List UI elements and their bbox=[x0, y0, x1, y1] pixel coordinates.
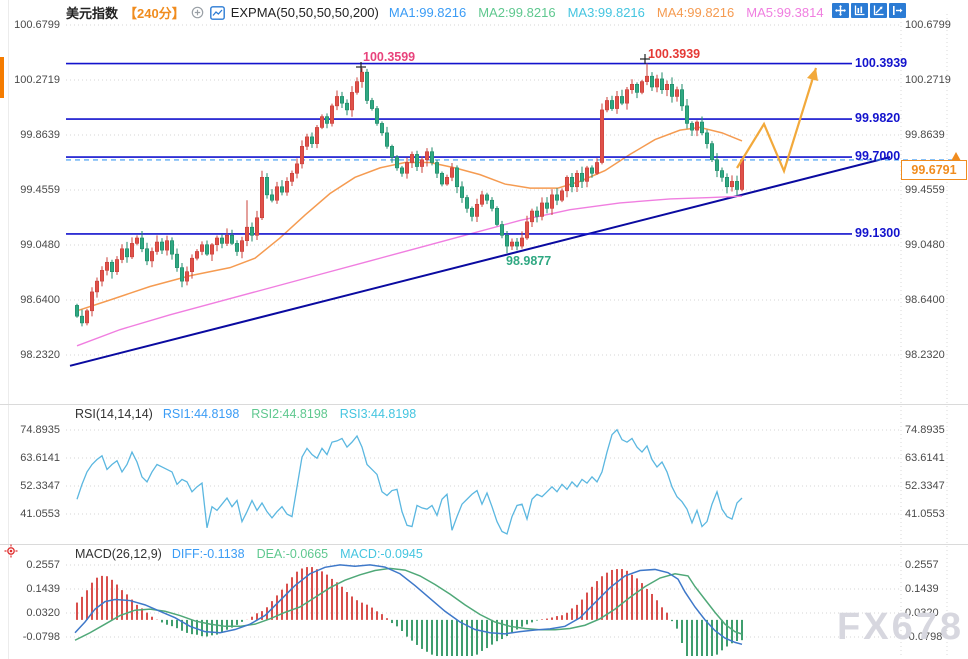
rsi-axis-right: 52.3347 bbox=[905, 479, 945, 492]
zoom-scale-icon[interactable] bbox=[851, 3, 868, 18]
macd-title[interactable]: MACD(26,12,9) bbox=[75, 547, 162, 561]
main-axis-left: 98.2320 bbox=[20, 349, 60, 361]
main-axis-right: 99.0480 bbox=[905, 238, 945, 251]
level-label: 99.7000 bbox=[855, 149, 901, 164]
main-axis-left: 98.6400 bbox=[20, 293, 60, 306]
pan-icon[interactable] bbox=[832, 3, 849, 18]
rsi-axis-left: 41.0553 bbox=[20, 507, 60, 520]
macd-header: MACD(26,12,9) DIFF:-0.1138 DEA:-0.0665 MAC… bbox=[75, 547, 423, 561]
main-axis-left: 99.0480 bbox=[20, 238, 60, 251]
chart-toolbar bbox=[832, 3, 906, 18]
macd-axis-left: 0.2557 bbox=[26, 559, 60, 571]
target-icon[interactable] bbox=[4, 544, 18, 563]
rsi-header: RSI(14,14,14) RSI1:44.8198 RSI2:44.8198 RS… bbox=[75, 407, 416, 421]
macd-axis-right: -0.0798 bbox=[905, 630, 943, 643]
main-axis-left: 100.6799 bbox=[14, 19, 60, 31]
series-value: RSI1:44.8198 bbox=[162, 407, 240, 421]
rsi-axis-right: 63.6141 bbox=[905, 451, 945, 464]
indicator-chart-icon[interactable] bbox=[209, 5, 225, 20]
rsi-axis-left: 74.8935 bbox=[20, 424, 60, 436]
ma-values: MA1:99.8216 MA2:99.8216 MA3:99.8216 MA4:99.… bbox=[389, 5, 824, 20]
watermark: FX678 bbox=[837, 606, 964, 648]
main-axis-left: 99.4559 bbox=[20, 184, 60, 196]
rsi-axis-left: 52.3347 bbox=[20, 479, 60, 492]
timeframe-label[interactable]: 【240分】 bbox=[124, 6, 185, 21]
series-value: DIFF:-0.1138 bbox=[171, 547, 245, 561]
macd-axis-left: -0.0798 bbox=[22, 630, 60, 643]
level-label: 99.1300 bbox=[855, 225, 901, 240]
main-axis-left: 100.2719 bbox=[14, 74, 60, 86]
macd-series-values: DIFF:-0.1138 DEA:-0.0665 MACD:-0.0945 bbox=[172, 547, 423, 561]
symbol-name[interactable]: 美元指数 bbox=[66, 6, 119, 21]
macd-axis-left: 0.1439 bbox=[26, 582, 60, 595]
swing-high-1-label: 100.3599 bbox=[363, 50, 416, 64]
main-axis-left: 99.8639 bbox=[20, 129, 60, 141]
ma-value: MA1:99.8216 bbox=[388, 5, 467, 20]
panel-separator-macd bbox=[0, 544, 968, 545]
indicator-name[interactable]: EXPMA(50,50,50,50,200) bbox=[230, 5, 379, 20]
series-value: RSI2:44.8198 bbox=[251, 407, 328, 421]
add-indicator-icon[interactable] bbox=[191, 6, 204, 19]
chart-header: 美元指数 【240分】 EXPMA(50,50,50,50,200) MA1:9… bbox=[66, 3, 824, 22]
main-axis-right: 98.6400 bbox=[905, 293, 945, 306]
swing-low-label: 98.9877 bbox=[506, 254, 552, 268]
macd-axis-right: 0.1439 bbox=[905, 582, 939, 595]
rsi-series-values: RSI1:44.8198 RSI2:44.8198 RSI3:44.8198 bbox=[163, 407, 416, 421]
main-axis-right: 99.8639 bbox=[905, 129, 945, 141]
series-value: MACD:-0.0945 bbox=[340, 547, 423, 561]
left-edge-divider bbox=[8, 0, 9, 659]
main-axis-right: 100.2719 bbox=[905, 74, 951, 86]
rsi-axis-right: 74.8935 bbox=[905, 424, 945, 436]
main-axis-right: 99.4559 bbox=[905, 184, 945, 196]
exit-chart-icon[interactable] bbox=[889, 3, 906, 18]
ma-value: MA3:99.8216 bbox=[567, 5, 645, 20]
ma-value: MA5:99.3814 bbox=[746, 5, 824, 20]
current-price-badge: 99.6791 bbox=[901, 160, 967, 180]
left-scroll-indicator[interactable] bbox=[0, 57, 4, 98]
ma-value: MA2:99.8216 bbox=[478, 5, 556, 20]
series-value: DEA:-0.0665 bbox=[256, 547, 329, 561]
macd-axis-right: 0.2557 bbox=[905, 559, 939, 571]
main-axis-right: 100.6799 bbox=[905, 19, 951, 31]
rsi-title[interactable]: RSI(14,14,14) bbox=[75, 407, 153, 421]
macd-axis-left: 0.0320 bbox=[26, 607, 60, 619]
rsi-axis-right: 41.0553 bbox=[905, 507, 945, 520]
rsi-axis-left: 63.6141 bbox=[20, 451, 60, 464]
series-value: RSI3:44.8198 bbox=[339, 407, 417, 421]
main-axis-right: 98.2320 bbox=[905, 349, 945, 361]
level-label: 99.9820 bbox=[855, 111, 901, 126]
ma-value: MA4:99.8216 bbox=[656, 5, 735, 20]
draw-line-icon[interactable] bbox=[870, 3, 887, 18]
macd-axis-right: 0.0320 bbox=[905, 607, 939, 619]
level-label: 100.3939 bbox=[855, 55, 908, 70]
swing-high-2-label: 100.3939 bbox=[648, 47, 701, 61]
panel-separator-rsi bbox=[0, 404, 968, 405]
